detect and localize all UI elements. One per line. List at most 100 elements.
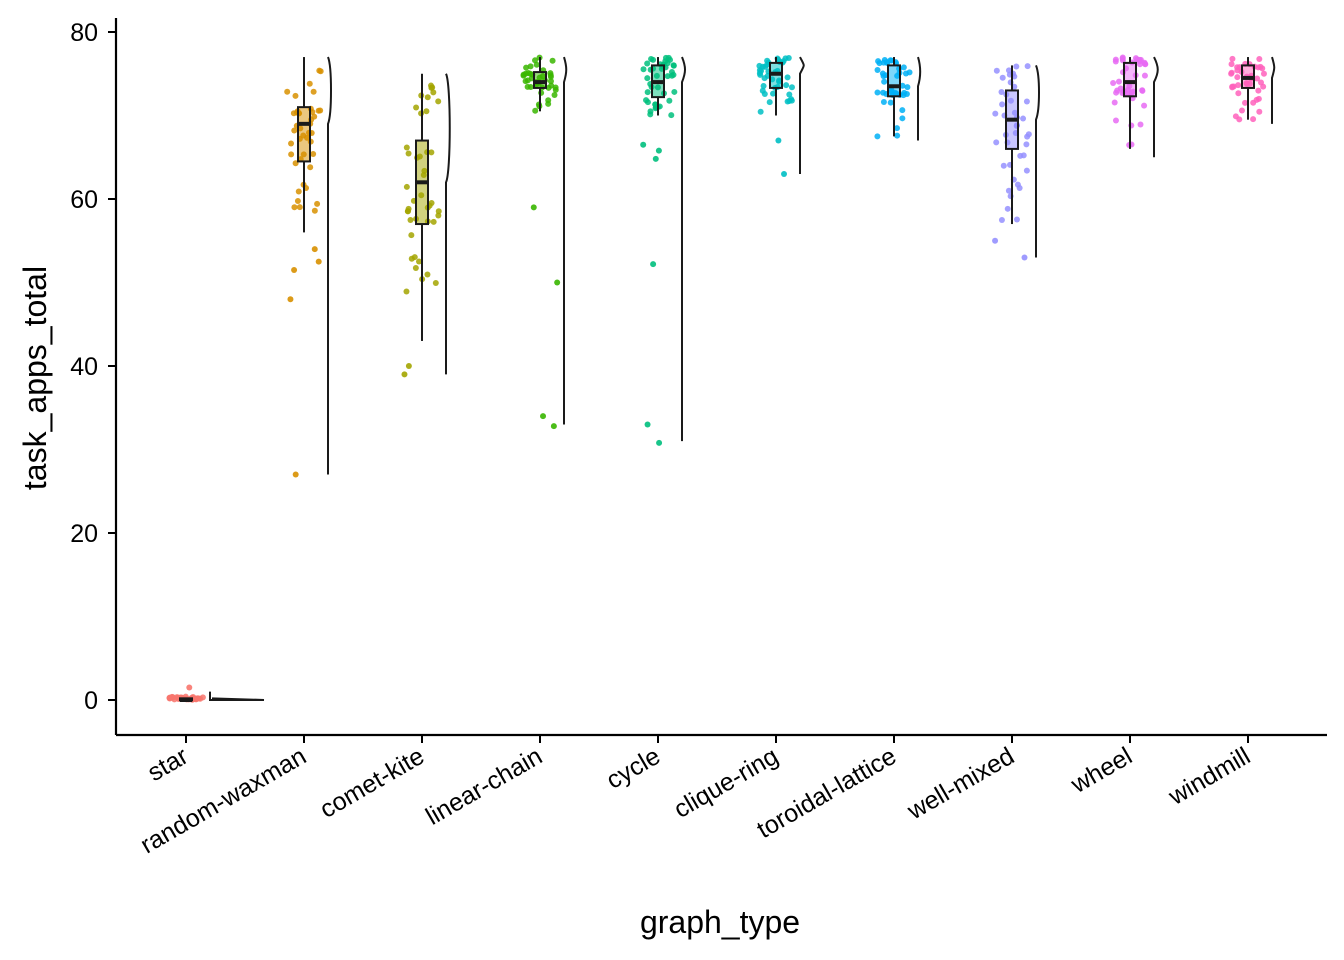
data-point xyxy=(545,100,552,107)
x-tick-label-wheel: wheel xyxy=(1066,742,1137,799)
data-point xyxy=(413,104,420,111)
data-point xyxy=(306,80,313,87)
data-point xyxy=(408,232,415,239)
data-point xyxy=(999,101,1006,108)
boxplot-random-waxman xyxy=(297,57,311,233)
outlier-point xyxy=(311,246,318,253)
boxplot-comet-kite xyxy=(415,73,429,341)
outlier-point xyxy=(640,141,647,148)
data-point xyxy=(993,67,1000,74)
data-point xyxy=(1235,82,1242,89)
x-tick-label-star: star xyxy=(143,742,193,787)
outlier-point xyxy=(554,279,561,286)
data-point xyxy=(310,151,317,158)
data-point xyxy=(993,139,1000,146)
data-point xyxy=(545,84,552,91)
data-point xyxy=(874,67,881,74)
data-point xyxy=(1114,87,1121,94)
data-point xyxy=(291,127,298,134)
data-point xyxy=(784,74,791,81)
outlier-point xyxy=(781,170,788,177)
data-point xyxy=(1112,58,1119,65)
data-point xyxy=(766,99,773,106)
data-point xyxy=(532,107,539,114)
violin-random-waxman xyxy=(327,56,332,475)
data-point xyxy=(547,78,554,85)
x-tick-label-comet-kite: comet-kite xyxy=(315,742,429,824)
data-point xyxy=(1260,83,1267,90)
box-iqr xyxy=(1123,61,1137,98)
data-point xyxy=(784,98,791,105)
data-point xyxy=(527,63,534,70)
data-point xyxy=(1119,54,1126,61)
data-point xyxy=(1256,55,1263,62)
data-point xyxy=(998,89,1005,96)
data-point xyxy=(1139,87,1146,94)
outlier-point xyxy=(550,423,557,430)
data-point xyxy=(288,151,295,158)
data-point xyxy=(1229,84,1236,91)
data-point xyxy=(405,205,412,212)
data-point xyxy=(1142,61,1149,68)
data-point xyxy=(668,112,675,119)
data-point xyxy=(1254,75,1261,82)
data-point xyxy=(524,83,531,90)
data-point xyxy=(640,66,647,73)
data-point xyxy=(1112,117,1119,124)
data-point xyxy=(1229,55,1236,62)
outlier-point xyxy=(992,237,999,244)
data-point xyxy=(1016,185,1023,192)
x-tick-label-cycle: cycle xyxy=(602,742,665,795)
data-point xyxy=(1023,141,1030,148)
data-point xyxy=(1232,113,1239,120)
data-point xyxy=(670,62,677,69)
data-point xyxy=(644,75,651,82)
data-point xyxy=(903,90,910,97)
data-point xyxy=(1132,55,1139,62)
violin-toroidal-lattice xyxy=(917,56,922,141)
data-point xyxy=(428,84,435,91)
data-point xyxy=(1013,216,1020,223)
data-point xyxy=(904,84,911,91)
y-axis-title: task_apps_total xyxy=(17,266,53,490)
data-point xyxy=(1234,74,1241,81)
data-point xyxy=(424,271,431,278)
data-point xyxy=(887,57,894,64)
data-point xyxy=(430,218,437,225)
data-point xyxy=(1013,63,1020,70)
data-point xyxy=(168,693,175,700)
data-point xyxy=(290,110,297,117)
data-point xyxy=(1238,107,1245,114)
outlier-point xyxy=(186,684,193,691)
data-point xyxy=(547,72,554,79)
data-point xyxy=(899,82,906,89)
data-point xyxy=(1228,70,1235,77)
data-point xyxy=(906,69,913,76)
data-point xyxy=(1024,133,1031,140)
violin-wheel xyxy=(1153,56,1159,158)
data-point xyxy=(292,92,299,99)
violin-comet-kite xyxy=(445,73,451,375)
data-point xyxy=(199,694,206,701)
outlier-point xyxy=(656,439,663,446)
data-point xyxy=(760,82,767,89)
data-point xyxy=(1020,152,1027,159)
boxplot-linear-chain xyxy=(533,57,547,112)
data-point xyxy=(284,88,291,95)
data-point xyxy=(770,90,777,97)
data-point xyxy=(403,144,410,151)
outlier-point xyxy=(315,258,322,265)
data-point xyxy=(1241,99,1248,106)
plot-area xyxy=(166,54,1276,703)
y-tick-label: 60 xyxy=(70,186,98,214)
data-point xyxy=(412,265,419,272)
data-point xyxy=(1235,90,1242,97)
data-point xyxy=(435,208,442,215)
axes xyxy=(114,18,1327,737)
boxplot-windmill xyxy=(1241,57,1255,120)
data-point xyxy=(788,84,795,91)
data-point xyxy=(316,67,323,74)
data-point xyxy=(1141,72,1148,79)
data-point xyxy=(671,88,678,95)
data-point xyxy=(1020,115,1027,122)
